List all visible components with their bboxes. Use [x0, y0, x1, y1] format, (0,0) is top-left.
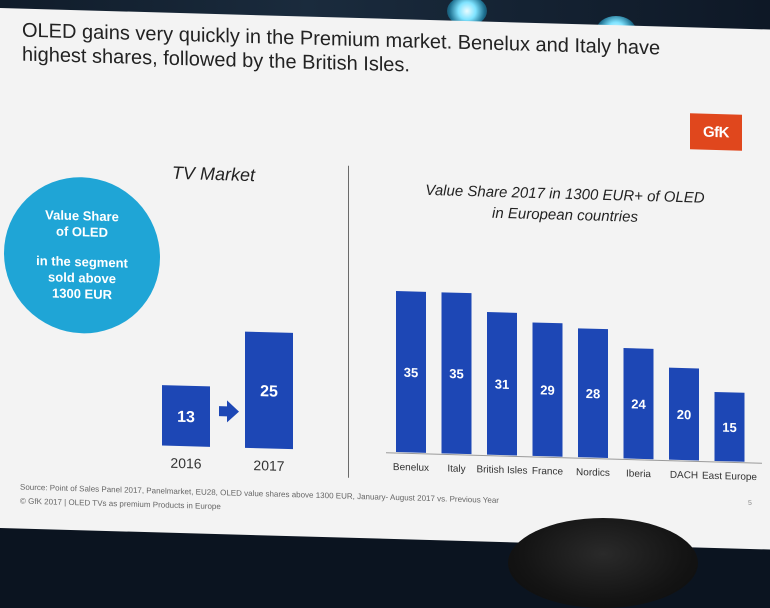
data-label-benelux: 35: [404, 365, 418, 380]
page-number: 5: [748, 499, 752, 508]
charts-canvas: 13 2016 25 2017 35 Benelux 35 Italy 31 British I…: [162, 291, 762, 484]
data-label-iberia: 24: [631, 396, 646, 411]
growth-arrow-icon: [219, 400, 239, 423]
category-label-italy: Italy: [447, 463, 465, 475]
bar-tv-2017: [245, 331, 293, 450]
bar-iberia: [623, 348, 654, 460]
bar-italy: [441, 292, 472, 455]
data-label-tv-2017: 25: [260, 383, 278, 400]
category-label-france: France: [532, 466, 564, 478]
data-label-italy: 35: [449, 366, 463, 381]
country-chart-baseline: [386, 452, 762, 464]
data-label-east-europe: 15: [722, 420, 736, 435]
tv-market-chart: 13 2016 25 2017: [162, 331, 293, 474]
category-label-east-europe: East Europe: [702, 471, 757, 484]
category-label-dach: DACH: [670, 470, 698, 482]
bar-nordics: [578, 328, 608, 458]
presentation-slide: OLED gains very quickly in the Premium m…: [0, 8, 770, 550]
category-label-iberia: Iberia: [626, 468, 651, 480]
country-share-chart: 35 Benelux 35 Italy 31 British Isles 29 France 2…: [386, 291, 762, 484]
category-label-british-isles: British Isles: [476, 464, 527, 476]
bar-east-europe: [714, 391, 745, 462]
category-label-tv-2016: 2016: [170, 455, 201, 472]
data-label-france: 29: [540, 382, 554, 397]
data-label-tv-2016: 13: [177, 409, 195, 426]
bar-tv-2016: [162, 385, 210, 447]
data-label-nordics: 28: [586, 386, 600, 401]
category-label-tv-2017: 2017: [253, 457, 284, 474]
bar-benelux: [396, 291, 426, 453]
bar-british-isles: [487, 312, 517, 456]
bar-dach: [669, 367, 699, 461]
bar-france: [532, 322, 563, 457]
category-label-nordics: Nordics: [576, 467, 610, 479]
audience-head-silhouette: [508, 518, 698, 608]
data-label-dach: 20: [677, 407, 691, 422]
category-label-benelux: Benelux: [393, 462, 429, 474]
data-label-british-isles: 31: [495, 377, 509, 392]
